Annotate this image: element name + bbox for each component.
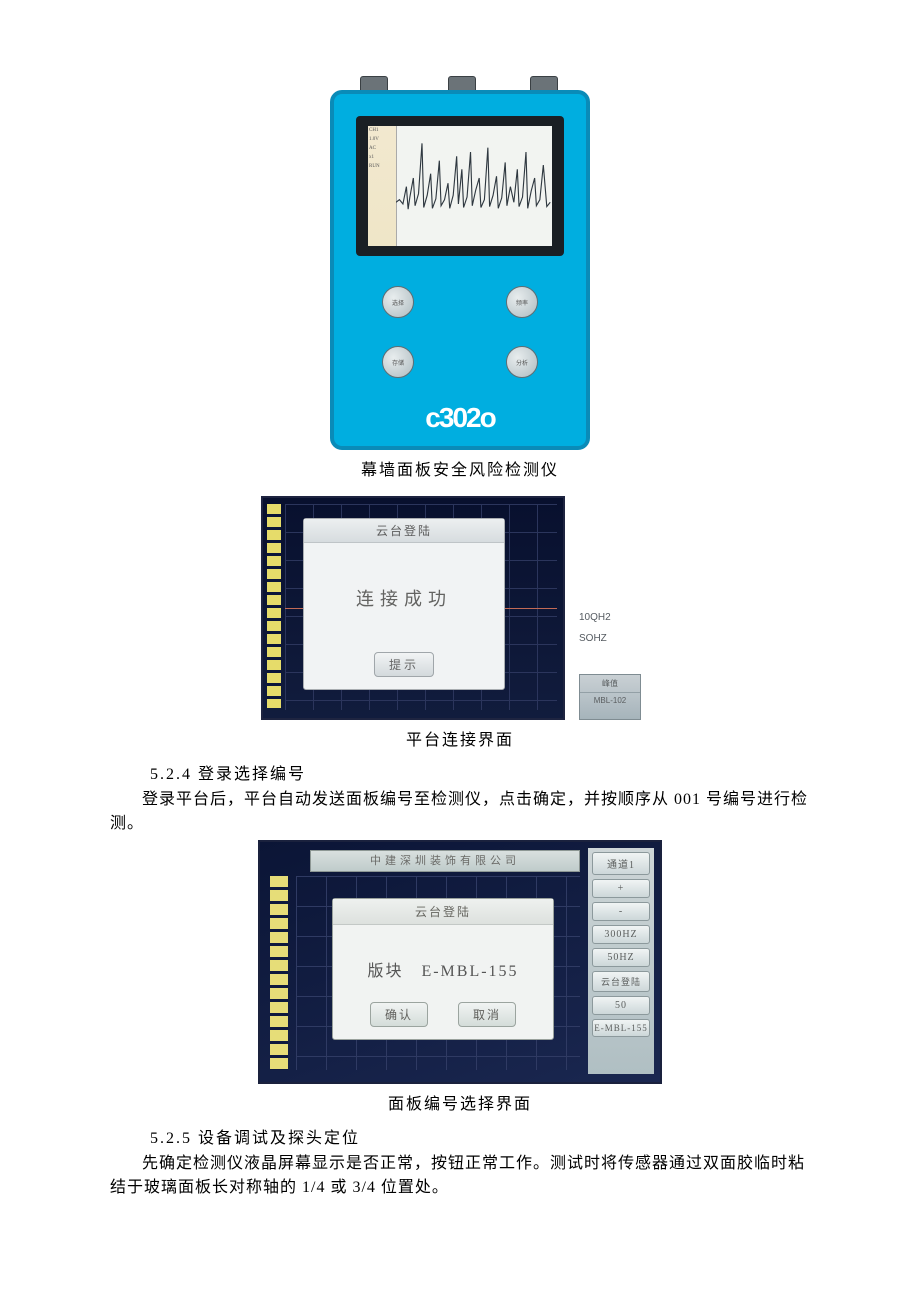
- sidebar-label: AC: [368, 144, 396, 153]
- device-waveform: [396, 126, 552, 221]
- connect-dialog: 云台登陆 连接成功 提示: [303, 518, 505, 690]
- dialog-body-prefix: 版块: [367, 963, 403, 980]
- lcd-side-panel: 通道1 + - 300HZ 50HZ 云台登陆 50 E-MBL-155: [588, 848, 654, 1074]
- side-button[interactable]: 300HZ: [592, 925, 650, 944]
- dialog-ok-button[interactable]: 确认: [370, 1002, 428, 1027]
- dialog-title: 云台登陆: [333, 899, 553, 925]
- side-button[interactable]: -: [592, 902, 650, 921]
- device-illustration: CH1 1.0V AC x1 RUN 选择 频率 存储 分析: [330, 90, 590, 450]
- figure-device: CH1 1.0V AC x1 RUN 选择 频率 存储 分析: [110, 90, 810, 490]
- thumb-row: 峰值: [580, 675, 640, 693]
- figure-connect-row: 云台登陆 连接成功 提示 10QH2 SOHZ 峰值 MBL-102: [110, 496, 810, 720]
- document-page: CH1 1.0V AC x1 RUN 选择 频率 存储 分析: [0, 0, 920, 1264]
- dialog-button-row: 确认 取消: [333, 1002, 553, 1027]
- dialog-body: 版块 E-MBL-155: [333, 925, 553, 981]
- figure-caption: 幕墙面板安全风险检测仪: [361, 456, 559, 480]
- dialog-cancel-button[interactable]: 取消: [458, 1002, 516, 1027]
- lcd-ruler: [267, 504, 281, 708]
- figure-panel-select: 中建深圳装饰有限公司 通道1 + - 300HZ 50HZ 云台登陆 50 E-…: [110, 840, 810, 1084]
- sidebar-label: x1: [368, 153, 396, 162]
- sidebar-label: CH1: [368, 126, 396, 135]
- side-thumb: 峰值 MBL-102: [579, 674, 641, 720]
- device-screen-sidebar: CH1 1.0V AC x1 RUN: [368, 126, 397, 246]
- sidebar-label: 1.0V: [368, 135, 396, 144]
- side-snippet: 10QH2 SOHZ 峰值 MBL-102: [579, 612, 659, 720]
- device-logo: c302o: [334, 402, 586, 434]
- device-body: CH1 1.0V AC x1 RUN 选择 频率 存储 分析: [330, 90, 590, 450]
- dialog-title: 云台登陆: [304, 519, 504, 543]
- thumb-row: MBL-102: [580, 693, 640, 708]
- sidebar-label: RUN: [368, 162, 396, 171]
- side-button[interactable]: E-MBL-155: [592, 1019, 650, 1037]
- side-label: SOHZ: [579, 633, 659, 644]
- dialog-body-code: E-MBL-155: [421, 963, 518, 980]
- side-button[interactable]: +: [592, 879, 650, 898]
- section-heading: 5.2.5 设备调试及探头定位: [110, 1124, 810, 1148]
- device-button-br[interactable]: 分析: [506, 346, 538, 378]
- lcd-screenshot-connect: 云台登陆 连接成功 提示: [261, 496, 565, 720]
- figure-caption: 平台连接界面: [110, 726, 810, 750]
- side-button[interactable]: 50HZ: [592, 948, 650, 967]
- section-heading: 5.2.4 登录选择编号: [110, 760, 810, 784]
- side-button[interactable]: 通道1: [592, 852, 650, 875]
- device-button-tl[interactable]: 选择: [382, 286, 414, 318]
- body-paragraph: 先确定检测仪液晶屏幕显示是否正常，按钮正常工作。测试时将传感器通过双面胶临时粘结…: [110, 1152, 810, 1200]
- device-button-tr[interactable]: 频率: [506, 286, 538, 318]
- lcd-screenshot-panel: 中建深圳装饰有限公司 通道1 + - 300HZ 50HZ 云台登陆 50 E-…: [258, 840, 662, 1084]
- figure-caption: 面板编号选择界面: [110, 1090, 810, 1114]
- side-button[interactable]: 50: [592, 996, 650, 1015]
- lcd-title-bar: 中建深圳装饰有限公司: [310, 850, 580, 872]
- device-screen: CH1 1.0V AC x1 RUN: [368, 126, 552, 246]
- panel-dialog: 云台登陆 版块 E-MBL-155 确认 取消: [332, 898, 554, 1040]
- dialog-message: 连接成功: [304, 543, 504, 611]
- body-paragraph: 登录平台后，平台自动发送面板编号至检测仪，点击确定，并按顺序从 001 号编号进…: [110, 788, 810, 836]
- dialog-ok-button[interactable]: 提示: [374, 652, 434, 677]
- lcd-ruler: [270, 876, 288, 1070]
- device-screen-bezel: CH1 1.0V AC x1 RUN: [356, 116, 564, 256]
- side-label: 10QH2: [579, 612, 659, 623]
- device-button-bl[interactable]: 存储: [382, 346, 414, 378]
- side-button[interactable]: 云台登陆: [592, 971, 650, 992]
